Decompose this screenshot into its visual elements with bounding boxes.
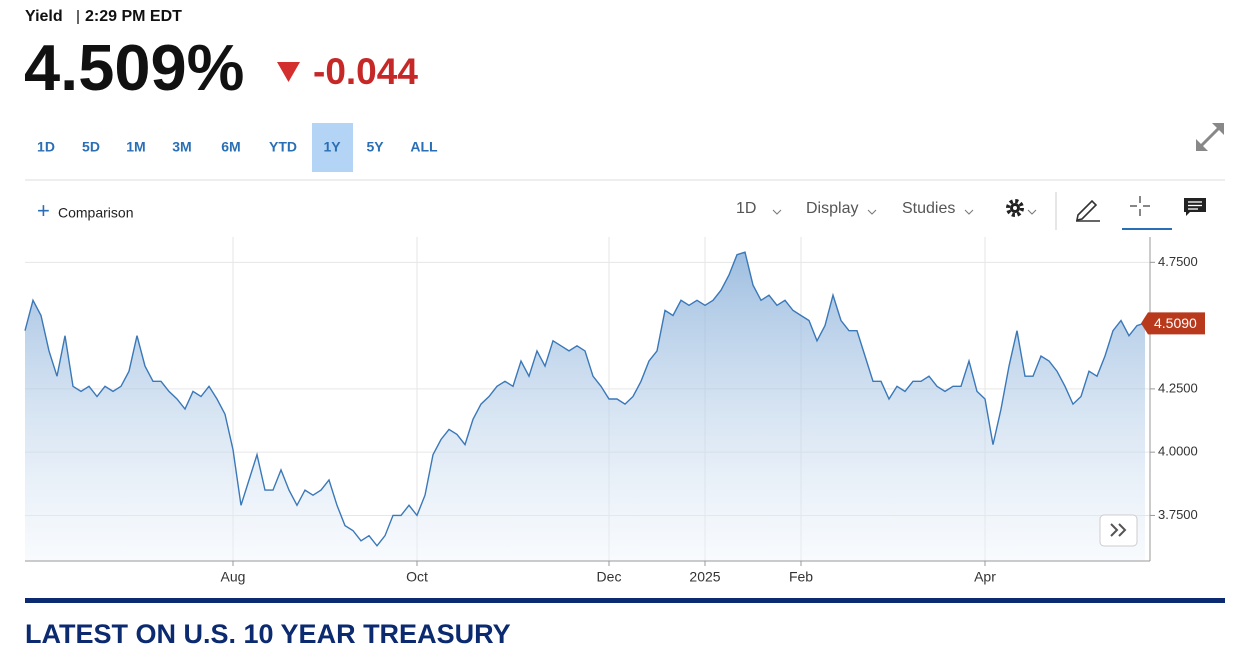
studies-menu[interactable]: Studies <box>902 200 955 217</box>
active-tool-underline <box>1122 228 1172 230</box>
line <box>24 251 1146 547</box>
comment-icon[interactable] <box>1184 198 1206 216</box>
range-button[interactable]: ALL <box>410 139 438 155</box>
price: 4.509% <box>24 31 244 104</box>
time: 2:29 PM EDT <box>85 8 182 25</box>
plus-icon[interactable]: + <box>37 198 50 223</box>
x-tick-label: Oct <box>406 569 428 585</box>
range-button[interactable]: 5Y <box>366 139 384 155</box>
section-rule <box>25 598 1225 603</box>
range-button[interactable]: 1Y <box>323 139 341 155</box>
x-tick-label: Dec <box>597 569 622 585</box>
settings-icon[interactable] <box>1006 199 1037 217</box>
chevron <box>964 209 974 215</box>
area-fill <box>25 252 1145 561</box>
y-tick-label: 4.0000 <box>1158 444 1198 459</box>
change: -0.044 <box>313 51 418 92</box>
chevron <box>772 209 782 215</box>
range-selector: 1D 5D 1M 3M 6M YTD 1Y 5Y ALL <box>37 123 438 172</box>
last-value-badge <box>1141 312 1205 335</box>
y-tick-label: 3.7500 <box>1158 507 1198 522</box>
y-tick-label: 4.7500 <box>1158 254 1198 269</box>
range-button[interactable]: YTD <box>269 139 297 155</box>
last-value-label: 4.5090 <box>1154 315 1197 331</box>
interval-menu[interactable]: 1D <box>736 200 756 217</box>
y-tick-label: 4.2500 <box>1158 380 1198 395</box>
x-tick-label: Apr <box>974 569 996 585</box>
display-menu[interactable]: Display <box>806 200 858 217</box>
draw-icon[interactable] <box>1075 199 1100 222</box>
active-range-bg <box>312 123 353 172</box>
x-tick-label: 2025 <box>689 569 720 585</box>
comparison-button[interactable]: Comparison <box>58 205 133 221</box>
chevron <box>867 209 877 215</box>
section-heading: LATEST ON U.S. 10 YEAR TREASURY <box>25 619 511 649</box>
range-button[interactable]: 6M <box>221 139 240 155</box>
crosshair-icon[interactable] <box>1130 196 1150 216</box>
range-button[interactable]: 1D <box>37 139 55 155</box>
scroll-button[interactable] <box>1099 514 1138 547</box>
range-button[interactable]: 3M <box>172 139 191 155</box>
range-button[interactable]: 5D <box>82 139 100 155</box>
label: Yield <box>25 8 63 25</box>
x-tick-label: Feb <box>789 569 813 585</box>
down-arrow <box>277 62 300 82</box>
chart: Aug Oct Dec 2025 Feb Apr 3.7500 4.0000 4.2500 4.7… <box>24 237 1205 585</box>
range-button[interactable]: 1M <box>126 139 145 155</box>
x-tick-label: Aug <box>221 569 246 585</box>
expand-icon[interactable] <box>1196 123 1224 151</box>
